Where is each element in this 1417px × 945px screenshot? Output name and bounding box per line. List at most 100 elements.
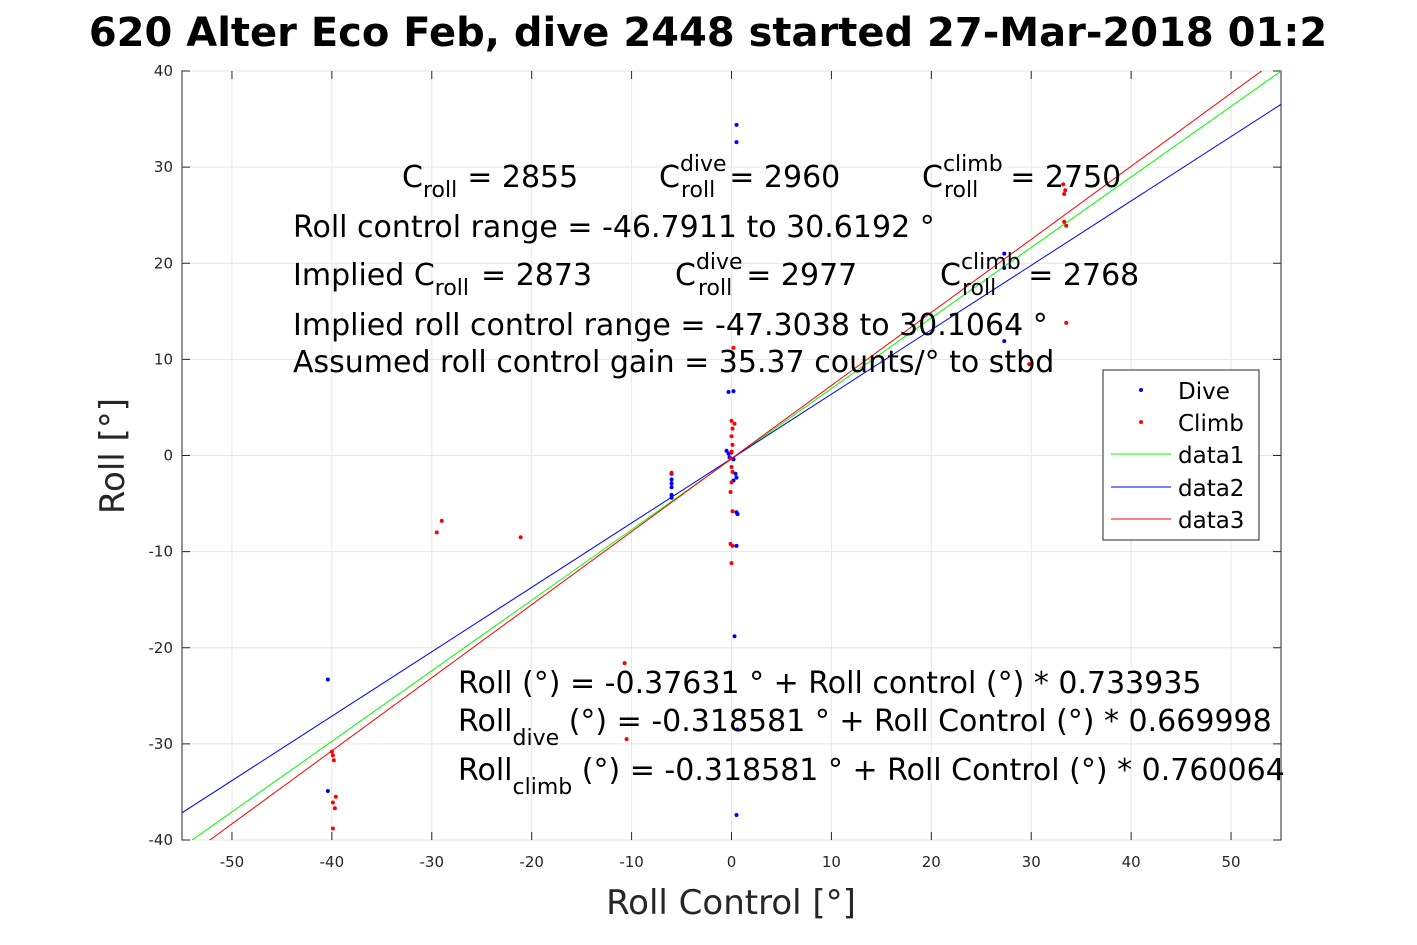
point-climb [729, 561, 734, 566]
implied-c-climb-sub: roll = 2768 [962, 258, 1139, 301]
legend-label-data3: data3 [1178, 508, 1244, 534]
y-tick-label: 40 [154, 62, 173, 80]
point-dive [724, 448, 729, 453]
legend-label-data2: data2 [1178, 476, 1244, 502]
implied-c-dive-sub: roll = 2977 [698, 258, 857, 301]
point-dive [1002, 251, 1007, 256]
point-dive [669, 485, 674, 490]
x-tick-label: -40 [320, 853, 345, 871]
y-tick-label: -20 [149, 639, 174, 657]
implied-c-climb: Cclimb [940, 250, 1021, 293]
point-dive [734, 475, 739, 480]
point-climb [730, 543, 735, 548]
c-roll-climb-sub: roll = 2750 [944, 160, 1121, 203]
point-dive [669, 477, 674, 482]
point-dive [325, 788, 330, 793]
data-points [325, 122, 1069, 831]
implied-c-dive: Cdive [675, 250, 743, 293]
x-tick-label: 10 [822, 853, 841, 871]
point-climb [1061, 182, 1066, 187]
point-climb [1062, 192, 1067, 197]
point-climb [622, 661, 627, 666]
roll-control-range: Roll control range = -46.7911 to 30.6192… [293, 210, 935, 245]
point-dive [731, 389, 736, 394]
legend-label-climb: Climb [1178, 411, 1244, 437]
point-climb [731, 345, 736, 350]
c-roll-dive-sub: roll = 2960 [681, 160, 840, 203]
point-climb [728, 490, 733, 495]
x-axis-ticks: -50 -40 -30 -20 -10 0 10 20 30 40 50 [220, 71, 1241, 871]
point-dive [734, 140, 739, 145]
point-dive [734, 122, 739, 127]
point-dive [732, 634, 737, 639]
point-climb [1063, 188, 1068, 193]
x-tick-label: -10 [619, 853, 644, 871]
chart-title: 620 Alter Eco Feb, dive 2448 started 27-… [89, 10, 1327, 56]
point-climb [730, 469, 735, 474]
point-climb [729, 465, 734, 470]
fit-equation-all: Roll (°) = -0.37631 ° + Roll control (°)… [458, 666, 1202, 701]
point-climb [729, 434, 734, 439]
point-climb [330, 800, 335, 805]
point-dive [669, 481, 674, 486]
point-climb [730, 509, 735, 514]
point-climb [729, 480, 734, 485]
assumed-gain: Assumed roll control gain = 35.37 counts… [293, 345, 1054, 380]
point-dive [1002, 266, 1007, 271]
x-tick-label: -20 [519, 853, 544, 871]
point-climb [333, 794, 338, 799]
point-climb [332, 806, 337, 811]
point-climb [730, 442, 735, 447]
x-tick-label: -30 [420, 853, 445, 871]
x-tick-label: 0 [727, 853, 737, 871]
y-tick-label: -30 [149, 735, 174, 753]
y-axis-label: Roll [°] [93, 398, 133, 514]
y-tick-label: -40 [149, 831, 174, 849]
point-climb [624, 737, 629, 742]
fit-equation-dive: Rolldive (°) = -0.318581 ° + Roll Contro… [458, 704, 1272, 751]
point-climb [330, 826, 335, 831]
point-climb [330, 753, 335, 758]
legend-label-data1: data1 [1178, 443, 1244, 469]
x-tick-label: -50 [220, 853, 245, 871]
point-dive [735, 512, 740, 517]
point-climb [1062, 219, 1067, 224]
point-dive [325, 677, 330, 682]
point-climb [439, 518, 444, 523]
y-tick-label: 20 [154, 254, 173, 272]
point-climb [1064, 223, 1069, 228]
point-climb [729, 449, 734, 454]
point-climb [730, 426, 735, 431]
y-axis-ticks: -40 -30 -20 -10 0 10 20 30 40 [149, 62, 1281, 849]
x-tick-label: 20 [922, 853, 941, 871]
legend-box [1102, 369, 1260, 541]
point-climb [732, 421, 737, 426]
annotation-bottom: Roll (°) = -0.37631 ° + Roll control (°)… [458, 666, 1285, 800]
c-roll-climb-annotation: Cclimb [922, 152, 1003, 195]
point-climb [329, 749, 334, 754]
x-tick-label: 30 [1022, 853, 1041, 871]
x-tick-label: 40 [1122, 853, 1141, 871]
c-roll-annotation: Croll = 2855 [402, 160, 578, 203]
point-climb [729, 418, 734, 423]
legend-marker-climb [1139, 420, 1143, 424]
fit-equation-climb: Rollclimb (°) = -0.318581 ° + Roll Contr… [458, 753, 1285, 800]
point-dive [1002, 339, 1007, 344]
point-dive [669, 492, 674, 497]
point-dive [669, 495, 674, 500]
c-roll-dive-annotation: Cdive [659, 152, 727, 195]
x-tick-label: 50 [1221, 853, 1240, 871]
point-climb [1027, 362, 1032, 367]
point-dive [735, 727, 740, 732]
y-tick-label: -10 [149, 543, 174, 561]
point-climb [1064, 320, 1069, 325]
implied-c-roll: Implied Croll = 2873 [293, 258, 592, 301]
point-climb [728, 456, 733, 461]
point-dive [733, 471, 738, 476]
x-axis-label: Roll Control [°] [606, 883, 856, 923]
point-climb [331, 758, 336, 763]
y-tick-label: 30 [154, 158, 173, 176]
legend-marker-dive [1139, 388, 1143, 392]
point-climb [518, 535, 523, 540]
